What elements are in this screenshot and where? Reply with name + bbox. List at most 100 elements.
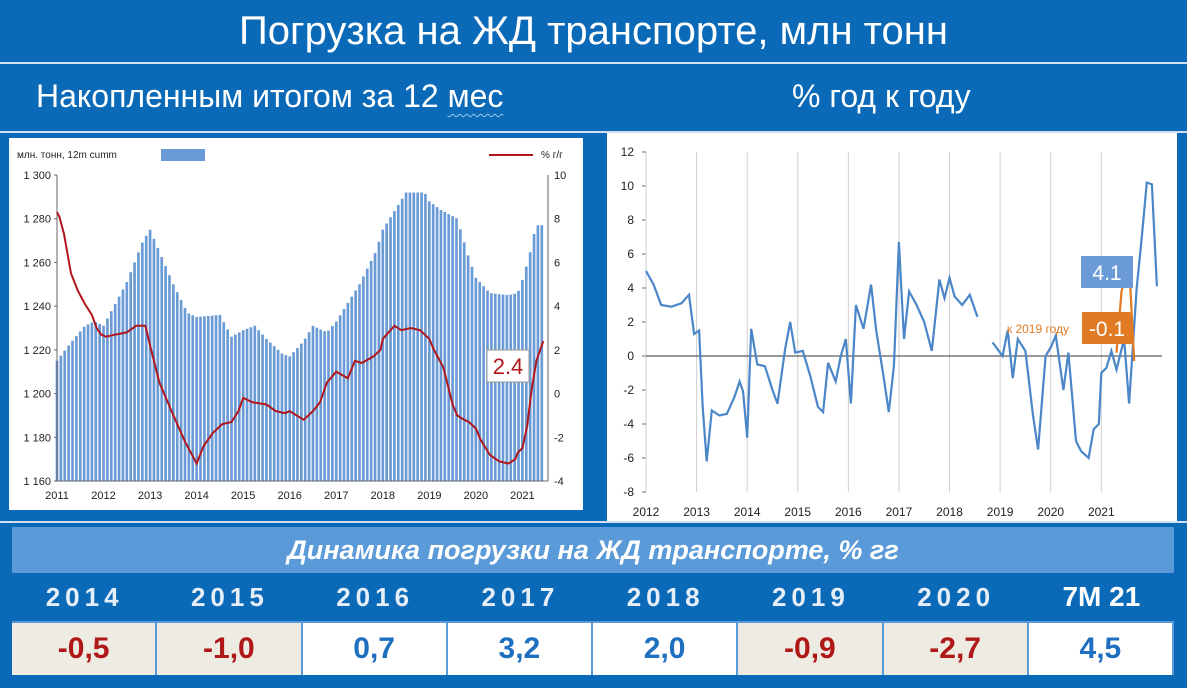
cumulative-bar xyxy=(493,293,497,481)
cumulative-bar xyxy=(276,349,280,481)
x-tick-label: 2014 xyxy=(184,490,208,502)
cumulative-bar xyxy=(144,235,148,481)
cumulative-bar xyxy=(490,293,493,481)
cumulative-bar xyxy=(245,328,249,481)
dynamics-table: Динамика погрузки на ЖД транспорте, % гг… xyxy=(12,527,1174,675)
cumulative-bar xyxy=(497,294,501,481)
y-right-tick-label: 8 xyxy=(554,214,560,226)
legend-line-label: % г/г xyxy=(541,150,563,161)
cumulative-bar xyxy=(505,295,509,481)
title-divider xyxy=(0,62,1187,64)
table-header-row: 2014 2015 2016 2017 2018 2019 2020 7M 21 xyxy=(12,573,1174,621)
value-2014: -0,5 xyxy=(12,623,156,675)
cumulative-chart: млн. тонн, 12m cumm % г/г 1 300 1 280 1 26… xyxy=(17,149,566,502)
cumulative-bar xyxy=(323,331,326,481)
cumulative-bar xyxy=(362,276,365,481)
cumulative-bar xyxy=(338,315,342,481)
cumulative-bar xyxy=(296,347,299,481)
x-tick-label: 2020 xyxy=(1037,505,1064,519)
cumulative-bar xyxy=(98,323,102,481)
x-tick-label: 2014 xyxy=(734,505,761,519)
right-y-ticks: 10 8 6 4 2 0 -2 -4 xyxy=(554,170,566,488)
legend-bar-swatch xyxy=(161,149,205,161)
cumulative-bar xyxy=(280,353,284,481)
x-tick-label: 2018 xyxy=(371,490,395,502)
y-left-tick-label: 1 280 xyxy=(23,214,51,226)
year-2020: 2020 xyxy=(917,581,996,612)
value-2016: 0,7 xyxy=(302,623,446,675)
x-tick-label: 2021 xyxy=(1088,505,1115,519)
cumulative-bar xyxy=(404,192,408,481)
cumulative-bar xyxy=(416,192,420,481)
subtitle-divider xyxy=(0,131,1187,133)
cumulative-bar xyxy=(75,336,78,481)
cumulative-bar xyxy=(307,332,311,481)
y-tick-label: 4 xyxy=(627,281,634,295)
cumulative-bar xyxy=(389,217,392,481)
cumulative-bar xyxy=(218,314,222,481)
y-left-tick-label: 1 180 xyxy=(23,432,51,444)
cumulative-bar xyxy=(226,329,229,481)
cumulative-chart-panel: млн. тонн, 12m cumm % г/г 1 300 1 280 1 26… xyxy=(9,138,583,510)
year-2014: 2014 xyxy=(45,581,124,612)
cumulative-bar xyxy=(241,330,245,481)
yoy-line xyxy=(56,211,545,466)
cumulative-bar xyxy=(125,282,129,481)
series-line xyxy=(645,242,979,462)
cumulative-bar xyxy=(183,307,187,481)
x-tick-label: 2013 xyxy=(138,490,162,502)
cumulative-bar xyxy=(528,252,532,481)
cumulative-bar xyxy=(486,290,489,481)
cumulative-bar xyxy=(439,209,443,481)
y-tick-label: -4 xyxy=(623,417,634,431)
cumulative-bar xyxy=(164,266,167,481)
cumulative-bar xyxy=(109,311,113,481)
cumulative-bar xyxy=(222,322,226,481)
page-title: Погрузка на ЖД транспорте, млн тонн xyxy=(239,8,948,53)
y-left-tick-label: 1 300 xyxy=(23,170,51,182)
cumulative-bar xyxy=(191,315,195,481)
table-divider xyxy=(0,521,1187,523)
cumulative-bar xyxy=(470,266,474,481)
cumulative-bar xyxy=(71,340,74,481)
table-title: Динамика погрузки на ЖД транспорте, % гг xyxy=(287,534,899,565)
year-2017: 2017 xyxy=(481,581,560,612)
cumulative-bar xyxy=(140,242,144,481)
y-tick-label: 10 xyxy=(621,179,635,193)
y-tick-label: 6 xyxy=(627,247,634,261)
cumulative-bar xyxy=(462,242,466,481)
cumulative-bar xyxy=(86,324,90,481)
cumulative-bar xyxy=(451,216,454,482)
cumulative-bar xyxy=(230,336,233,481)
cumulative-bar xyxy=(517,290,520,481)
cumulative-bar xyxy=(431,204,435,481)
cumulative-bar xyxy=(137,252,140,481)
cumulative-bar xyxy=(113,303,117,481)
cumulative-bar xyxy=(106,318,109,481)
cumulative-bar xyxy=(261,334,264,481)
series-line xyxy=(991,181,1158,461)
x-tick-label: 2016 xyxy=(277,490,301,502)
cumulative-bar xyxy=(288,356,292,481)
cumulative-bar xyxy=(199,316,202,481)
annotation-box-blue xyxy=(1081,256,1133,288)
cumulative-bar xyxy=(214,315,218,481)
x-ticks: 2012 2013 2014 2015 2016 2017 2018 2019 2020 2021 xyxy=(633,152,1115,519)
cumulative-bar xyxy=(121,289,125,481)
cumulative-bar xyxy=(148,229,152,481)
y-left-tick-label: 1 260 xyxy=(23,257,51,269)
cumulative-bar xyxy=(117,296,121,481)
x-tick-label: 2020 xyxy=(464,490,488,502)
x-tick-label: 2016 xyxy=(835,505,862,519)
annotation-box-orange xyxy=(1082,312,1132,344)
y-tick-label: 8 xyxy=(627,213,634,227)
y-right-tick-label: 4 xyxy=(554,301,560,313)
cumulative-bar xyxy=(168,275,171,481)
cumulative-bar xyxy=(133,262,136,481)
cumulative-bar xyxy=(284,355,288,481)
x-tick-label: 2013 xyxy=(683,505,710,519)
cumulative-bar xyxy=(78,331,82,481)
x-tick-label: 2011 xyxy=(45,490,69,502)
left-y-ticks: 1 300 1 280 1 260 1 240 1 220 1 200 1 180 1 160 xyxy=(23,170,57,488)
